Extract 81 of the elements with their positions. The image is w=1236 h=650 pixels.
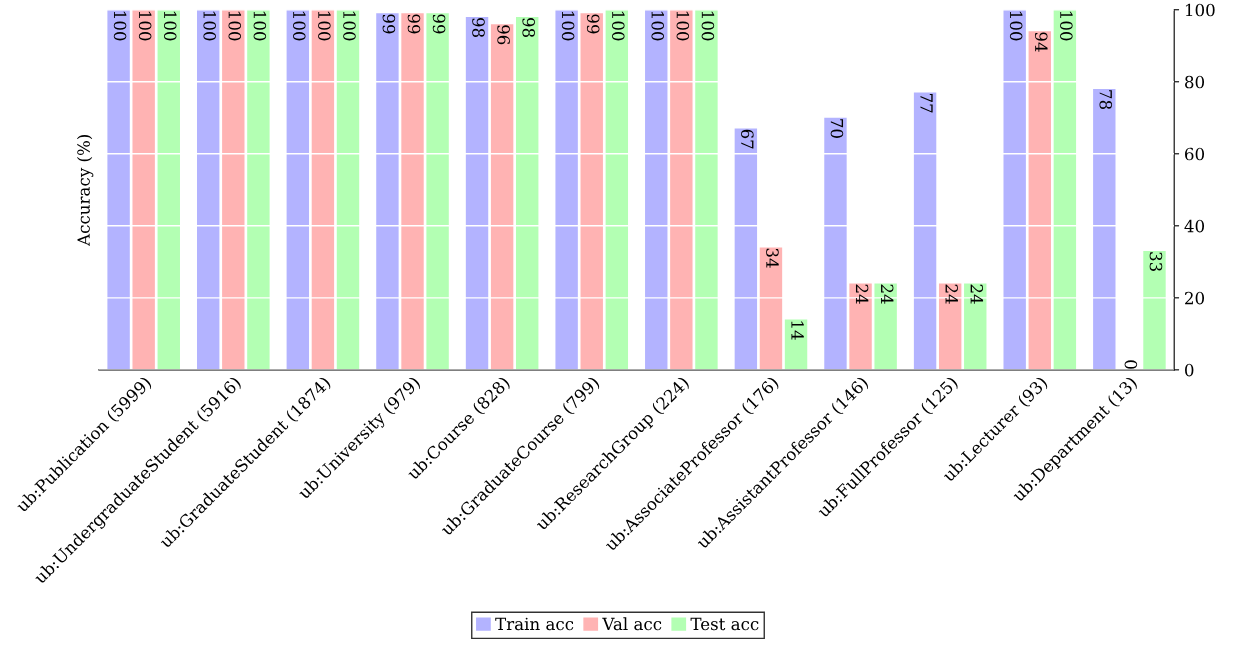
data-label: 100 [343, 11, 356, 41]
data-label: 67 [741, 129, 754, 149]
bar [465, 16, 489, 370]
data-label: 100 [561, 11, 575, 41]
bar [849, 283, 872, 370]
data-label: 14 [791, 321, 804, 340]
y-tick-label: 0 [1185, 363, 1194, 377]
data-label: 34 [766, 248, 779, 268]
y-tick-label: 80 [1185, 75, 1205, 89]
bar [490, 24, 514, 370]
data-label: 100 [651, 11, 665, 41]
bar [376, 13, 399, 370]
bar [1093, 88, 1116, 370]
data-label: 100 [113, 11, 127, 41]
data-label: 99 [432, 14, 446, 34]
bar [336, 9, 360, 370]
data-label: 24 [970, 284, 984, 304]
data-label: 98 [472, 18, 485, 38]
bar [555, 9, 578, 370]
bar [286, 9, 310, 370]
data-label: 77 [920, 93, 933, 113]
legend-label: Train acc [495, 617, 574, 631]
data-label: 100 [203, 11, 216, 41]
bar [107, 9, 130, 370]
bar [157, 9, 180, 370]
data-label: 100 [611, 11, 625, 41]
data-label: 70 [830, 119, 844, 138]
bar [824, 117, 847, 370]
bar [874, 283, 897, 370]
bar [734, 128, 758, 370]
data-label: 100 [292, 11, 306, 41]
bar [605, 9, 629, 370]
data-label: 99 [407, 14, 421, 34]
bar [938, 283, 962, 370]
bar [695, 9, 718, 370]
bar [311, 9, 335, 370]
bar [516, 16, 539, 370]
data-label: 99 [586, 14, 600, 34]
bar [1003, 9, 1026, 370]
data-label: 24 [881, 284, 894, 304]
bar [197, 9, 220, 370]
bar [247, 9, 270, 370]
data-label: 99 [382, 14, 396, 34]
y-axis-title: Accuracy (%) [76, 135, 94, 247]
bar [759, 247, 783, 370]
data-label: 100 [318, 11, 331, 41]
data-label: 100 [163, 11, 177, 41]
data-label: 33 [1149, 252, 1163, 271]
bar [401, 13, 424, 370]
data-label: 100 [1009, 11, 1023, 41]
bar [222, 9, 245, 370]
bar [670, 9, 693, 370]
data-label: 24 [945, 284, 958, 304]
y-tick-label: 40 [1184, 219, 1205, 233]
bar [132, 9, 155, 370]
data-label: 100 [1060, 11, 1073, 41]
data-label: 100 [228, 11, 242, 41]
data-label: 100 [701, 11, 715, 41]
y-tick-label: 100 [1185, 3, 1215, 17]
data-label: 96 [497, 25, 510, 45]
y-tick-label: 20 [1185, 291, 1205, 305]
bar [426, 13, 449, 370]
data-label: 100 [138, 11, 152, 41]
bar [964, 283, 987, 370]
data-label: 0 [1124, 360, 1138, 369]
bar [1028, 31, 1051, 370]
y-tick-label: 60 [1185, 147, 1205, 161]
data-label: 98 [522, 18, 535, 38]
bar [1053, 9, 1077, 370]
bar [913, 92, 937, 370]
data-label: 100 [676, 11, 690, 41]
data-label: 94 [1034, 32, 1048, 52]
legend-label: Test acc [690, 617, 759, 631]
legend-label: Val acc [602, 617, 662, 631]
data-label: 78 [1099, 90, 1113, 110]
data-label: 24 [855, 284, 869, 304]
bar [580, 13, 603, 370]
bar [784, 319, 808, 370]
data-label: 100 [253, 11, 267, 41]
bar [645, 9, 668, 370]
bar [1143, 251, 1166, 370]
